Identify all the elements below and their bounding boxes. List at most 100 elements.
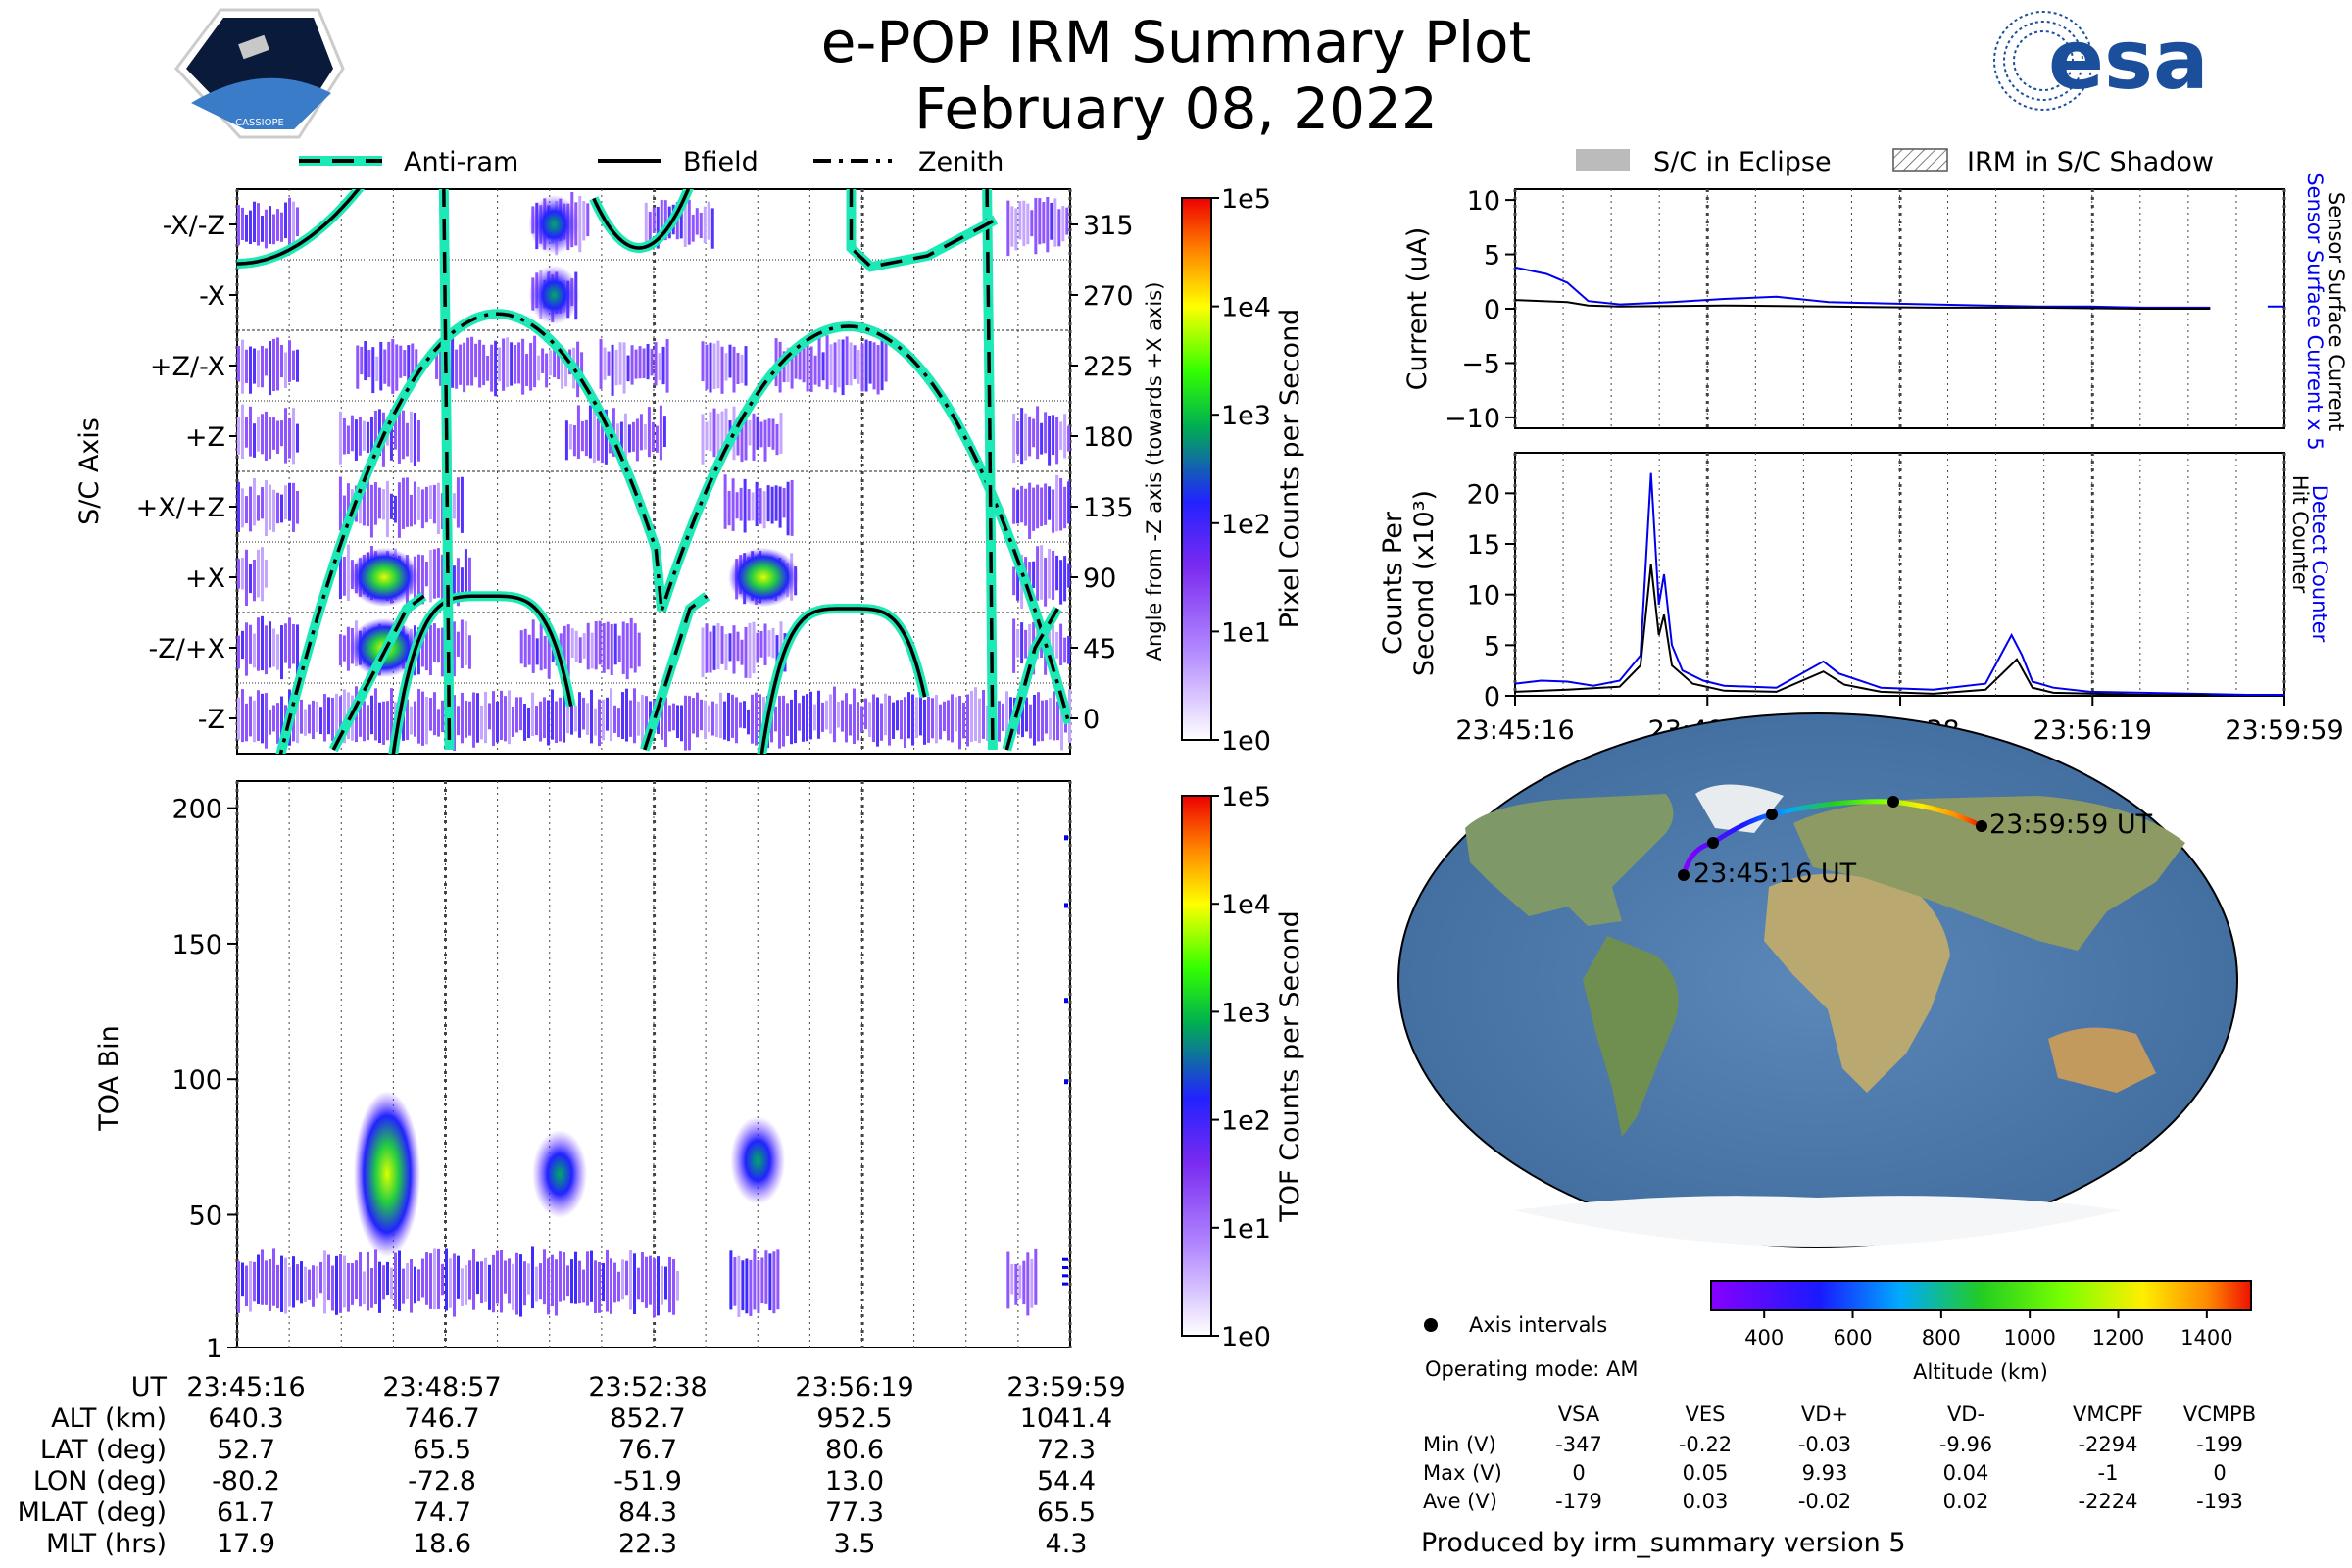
series-line [1514, 472, 2284, 696]
ephemeris-value: 640.3 [208, 1403, 283, 1434]
heat-cell [705, 421, 709, 451]
heat-cell [401, 410, 405, 460]
heat-cell [253, 201, 256, 243]
heat-cell [245, 214, 248, 242]
heat-cell [529, 343, 533, 391]
heat-cell [880, 703, 883, 741]
heat-cell [974, 687, 977, 742]
edge-mark [1064, 903, 1068, 908]
heat-cell [424, 486, 428, 523]
axis-category-label: -Z/+X [149, 634, 225, 664]
heat-cell [440, 554, 444, 606]
heat-cell [662, 346, 665, 385]
toa-cell [570, 1259, 573, 1304]
toa-cell [492, 1254, 495, 1313]
heat-cell [1036, 406, 1040, 460]
heat-cell [566, 706, 569, 734]
voltage-value: -2224 [2078, 1490, 2137, 1513]
cassiope-badge: CASSIOPE [174, 8, 345, 139]
heat-cell [720, 626, 724, 664]
heat-cell [515, 697, 518, 733]
hot-spot [349, 547, 420, 608]
heat-cell [1038, 198, 1042, 245]
heat-cell [747, 489, 751, 521]
heat-cell [257, 495, 260, 521]
ephemeris-value: -80.2 [212, 1466, 280, 1496]
sensor-current-x5-label: Sensor Surface Current x 5 [2303, 172, 2327, 450]
heat-cell [727, 692, 730, 742]
toa-cell [1010, 1264, 1014, 1295]
current-ylabel: Current (uA) [1402, 227, 1433, 391]
heat-cell [272, 628, 275, 667]
heat-cell [582, 633, 586, 659]
toa-cell [312, 1265, 315, 1307]
heat-cell [424, 616, 428, 671]
edge-mark [1062, 1282, 1068, 1286]
heat-cell [272, 214, 275, 245]
heat-cell [763, 419, 767, 462]
heat-cell [770, 486, 774, 524]
axis-category-label: -X [199, 281, 225, 312]
voltage-value: 0.03 [1683, 1490, 1729, 1513]
voltage-row-label: Ave (V) [1423, 1490, 1497, 1513]
ephemeris-value: 18.6 [413, 1529, 471, 1559]
heat-cell [432, 623, 436, 663]
heat-cell [578, 637, 582, 663]
heat-cell [637, 632, 641, 667]
ephemeris-value: 852.7 [610, 1403, 685, 1434]
heat-cell [627, 424, 631, 453]
heat-cell [676, 705, 679, 739]
heat-cell [514, 344, 517, 384]
heat-cell [700, 699, 703, 731]
heat-cell [896, 700, 899, 731]
heat-cell [1054, 198, 1057, 247]
heat-cell [1040, 487, 1044, 526]
heat-cell [849, 704, 852, 736]
toa-cell [437, 1248, 440, 1309]
toa-cell [598, 1261, 601, 1313]
heat-cell [719, 692, 722, 739]
heat-cell [350, 415, 354, 452]
heat-cell [269, 340, 271, 396]
heat-cell [1025, 697, 1028, 732]
heat-cell [774, 485, 778, 521]
heat-cell [535, 638, 539, 665]
voltage-value: -1 [2098, 1461, 2119, 1485]
ephemeris-table: UT 23:45:16 23:48:57 23:52:38 23:56:19 23:59:… [18, 1372, 1126, 1559]
heat-cell [652, 207, 656, 234]
heat-cell [316, 701, 318, 733]
heat-cell [533, 335, 537, 388]
heat-cell [531, 692, 534, 736]
heat-cell [539, 701, 542, 742]
heat-cell [280, 212, 283, 242]
heat-cell [588, 405, 592, 459]
heat-cell [390, 688, 393, 744]
ephemeris-row-label: LON (deg) [33, 1466, 167, 1496]
heat-cell [387, 341, 391, 387]
toa-cell [637, 1267, 640, 1300]
toa-cell [519, 1254, 522, 1317]
heat-cell [360, 346, 364, 375]
heat-cell [732, 346, 736, 393]
track-end-label: 23:59:59 UT [1989, 809, 2153, 840]
voltage-value: 0.04 [1943, 1461, 1989, 1485]
heat-cell [611, 344, 614, 396]
heat-cell [342, 556, 346, 596]
heat-cell [958, 696, 961, 750]
heat-cell [373, 482, 377, 525]
tof-colorbar-label: TOF Counts per Second [1275, 910, 1305, 1223]
heat-cell [696, 692, 699, 738]
heat-cell [602, 623, 606, 673]
edge-mark [1062, 1274, 1068, 1278]
heat-cell [709, 342, 712, 393]
heat-cell [790, 479, 794, 536]
heat-cell [257, 350, 260, 388]
heat-cell [857, 702, 859, 741]
heat-cell [433, 692, 436, 736]
heat-cell [272, 338, 275, 392]
heat-cell [280, 494, 283, 523]
voltage-column-header: VCMPB [2183, 1402, 2256, 1426]
heat-cell [1057, 209, 1061, 247]
heat-cell [521, 338, 525, 395]
heat-cell [1021, 701, 1024, 738]
